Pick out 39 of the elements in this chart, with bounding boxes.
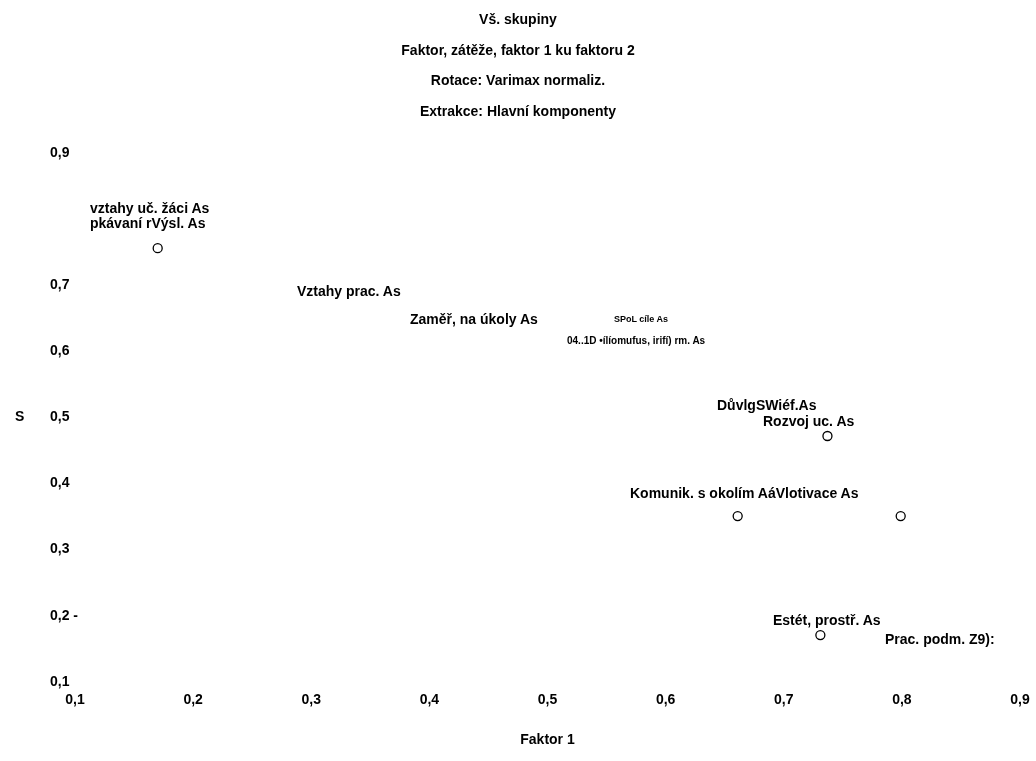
y-tick-label: 0,6 (50, 342, 70, 359)
text: Extrakce: Hlavní komponenty (419, 103, 617, 119)
point (822, 430, 833, 442)
x-tick-label: 0,5 (537, 691, 558, 707)
y-tick-label: 0,4 (50, 474, 70, 491)
y-axis-title: S (15, 408, 25, 425)
x-tick-label: 0,3 (301, 691, 322, 707)
point (895, 510, 906, 522)
point (732, 510, 743, 522)
y-tick-label: 0,1 (50, 672, 70, 689)
annotation: DůvlgSWiéf.As (717, 397, 817, 413)
annotation: Rozvoj uc. As (763, 413, 855, 429)
point (152, 243, 163, 254)
x-tick-label: 0,1 (65, 691, 85, 707)
annotation: SPoL cíle As (614, 314, 669, 324)
x-tick-label: 0,4 (419, 691, 440, 707)
x-tick-label: 0,8 (892, 691, 912, 707)
annotation: vztahy uč. žáci As (90, 200, 210, 216)
x-tick-label: 0,2 (183, 691, 204, 707)
x-axis-title: Faktor 1 (520, 731, 575, 747)
annotation: pkávaní rVýsl. As (90, 215, 206, 231)
y-tick-label: 0,5 (50, 408, 70, 425)
text: Rotace: Varimax normaliz. (430, 72, 606, 88)
chart-subtitle: Faktor, zátěže, faktor 1 ku faktoru 2 (401, 42, 635, 58)
annotation: Prac. podm. Z9): (885, 631, 995, 647)
x-tick-label: 0,7 (774, 691, 794, 707)
annotation: Komunik. s okolím AáVlotivace As (630, 485, 859, 501)
y-tick-label: 0,2 - (50, 606, 79, 623)
y-tick-label: 0,9 (50, 143, 70, 160)
chart-title: Vš. skupiny (479, 11, 558, 27)
y-tick-label: 0,7 (50, 275, 70, 292)
annotation: Vztahy prac. As (297, 283, 401, 299)
x-tick-label: 0,9 (1010, 691, 1030, 707)
x-tick-label: 0,6 (655, 691, 676, 707)
annotation: 04..1D •ílíomufus, irifí) rm. As (567, 335, 706, 346)
y-tick-label: 0,3 (50, 540, 70, 557)
point (815, 629, 826, 641)
annotation: Estét, prostř. As (773, 612, 881, 628)
annotation: Zaměř, na úkoly As (410, 311, 539, 327)
